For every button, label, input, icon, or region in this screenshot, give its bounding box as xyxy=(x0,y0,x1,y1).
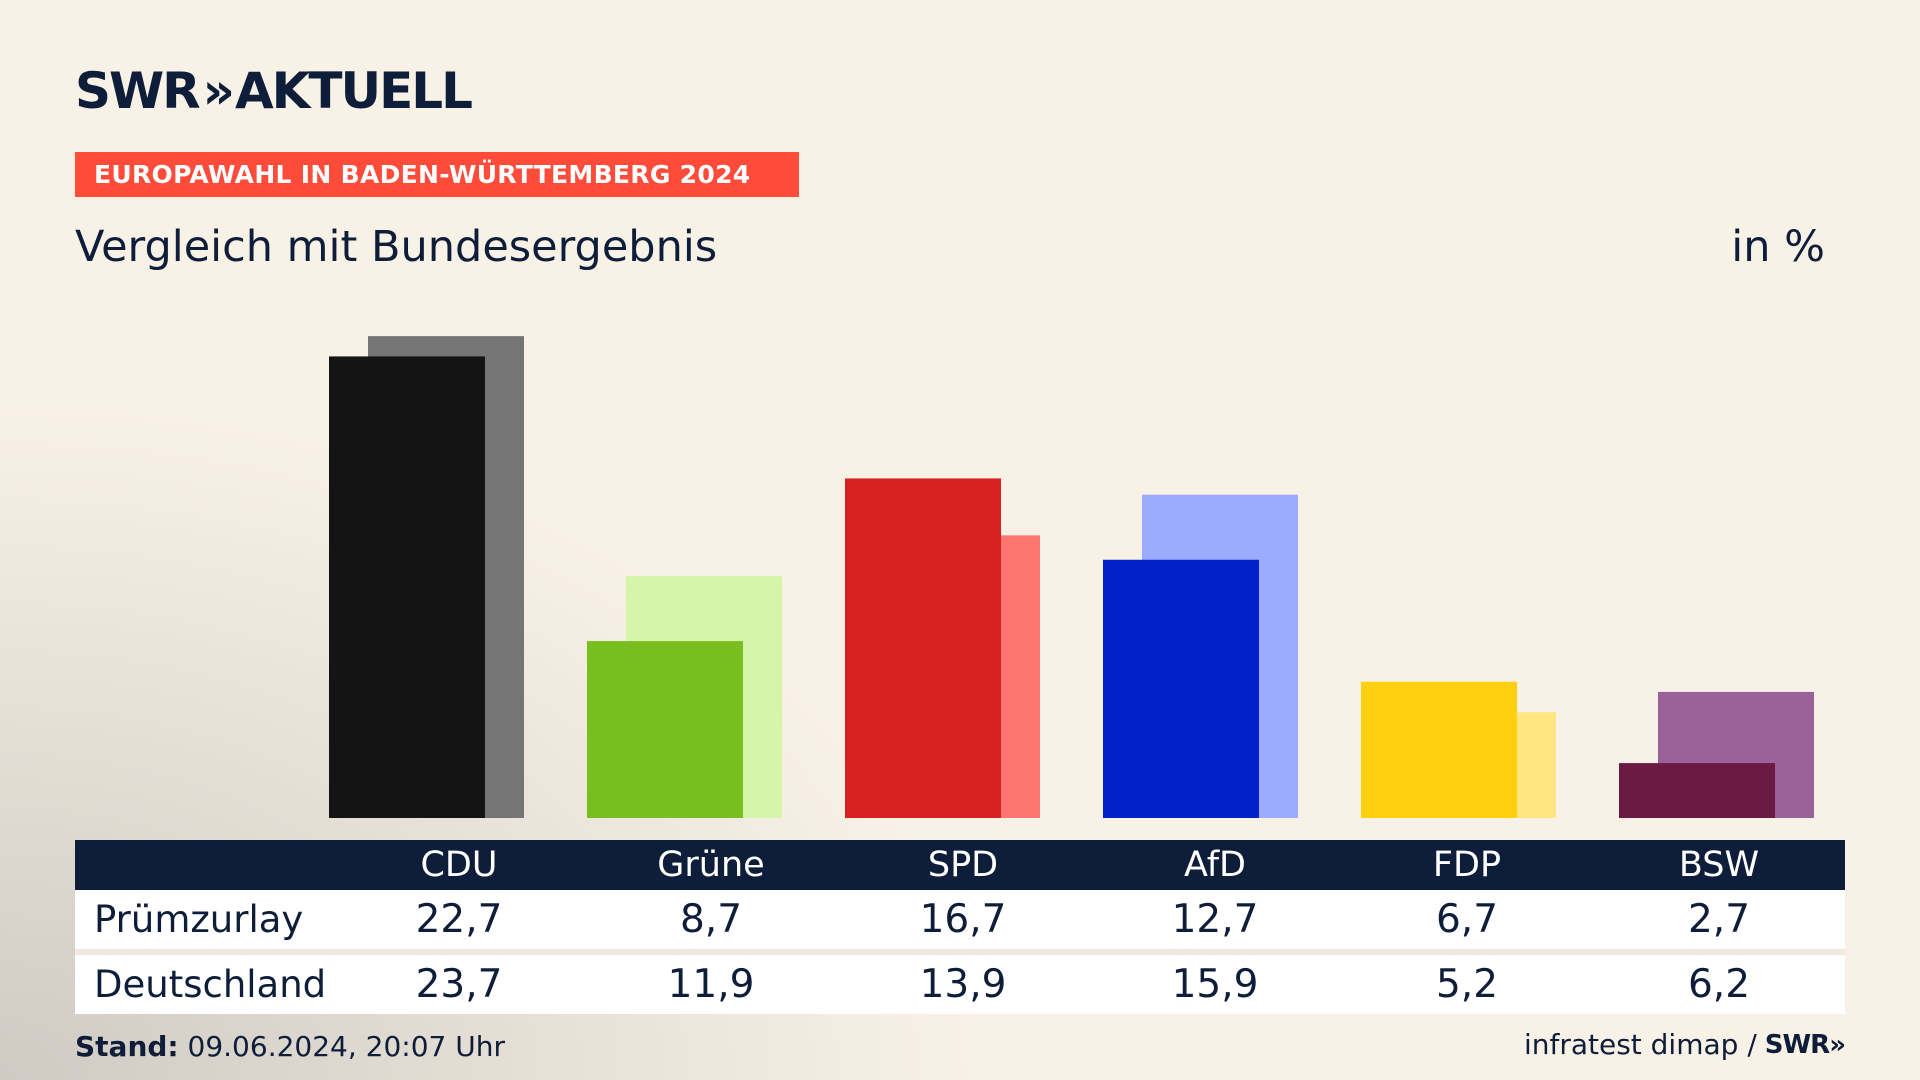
unit-label: in % xyxy=(1731,222,1825,272)
row-label-national: Deutschland xyxy=(75,949,333,1014)
data-label: 15,9 xyxy=(1089,949,1341,1014)
data-label: 13,9 xyxy=(837,949,1089,1014)
bar-regional-spd xyxy=(845,478,1001,818)
stand-label: Stand: xyxy=(75,1030,179,1063)
data-label: 22,7 xyxy=(333,890,585,949)
column-header-cdu: CDU xyxy=(333,840,585,890)
stand-value: 09.06.2024, 20:07 Uhr xyxy=(187,1030,505,1063)
column-header-fdp: FDP xyxy=(1341,840,1593,890)
logo-word: AKTUELL xyxy=(234,62,473,120)
data-label: 23,7 xyxy=(333,949,585,1014)
table-header-row: CDU Grüne SPD AfD FDP BSW xyxy=(75,840,1845,890)
column-header-grüne: Grüne xyxy=(585,840,837,890)
bar-chart xyxy=(329,336,1814,818)
header-corner xyxy=(75,840,333,890)
data-label: 16,7 xyxy=(837,890,1089,949)
data-label: 11,9 xyxy=(585,949,837,1014)
chart-subtitle: Vergleich mit Bundesergebnis xyxy=(75,222,718,272)
bar-regional-grüne xyxy=(587,641,743,818)
table-row: Deutschland 23,7 11,9 13,9 15,9 5,2 6,2 xyxy=(75,949,1845,1014)
column-header-afd: AfD xyxy=(1089,840,1341,890)
column-header-bsw: BSW xyxy=(1593,840,1845,890)
source-credit: infratest dimap / SWR» xyxy=(1523,1028,1846,1061)
data-label: 6,2 xyxy=(1593,949,1845,1014)
table-row: Prümzurlay 22,7 8,7 16,7 12,7 6,7 2,7 xyxy=(75,890,1845,949)
bar-regional-bsw xyxy=(1619,763,1775,818)
data-label: 8,7 xyxy=(585,890,837,949)
bar-regional-fdp xyxy=(1361,681,1517,818)
banner-text: EUROPAWAHL IN BADEN-WÜRTTEMBERG 2024 xyxy=(94,160,751,189)
bar-regional-cdu xyxy=(329,356,485,818)
swr-aktuell-logo: SWR » AKTUELL xyxy=(75,62,473,120)
timestamp: Stand: 09.06.2024, 20:07 Uhr xyxy=(75,1030,505,1063)
swr-mini-logo: SWR» xyxy=(1764,1029,1846,1060)
source-text: infratest dimap / xyxy=(1523,1028,1757,1061)
column-header-spd: SPD xyxy=(837,840,1089,890)
data-label: 5,2 xyxy=(1341,949,1593,1014)
data-label: 6,7 xyxy=(1341,890,1593,949)
title-banner: EUROPAWAHL IN BADEN-WÜRTTEMBERG 2024 xyxy=(75,152,799,197)
logo-brand: SWR xyxy=(75,62,201,120)
row-label-region: Prümzurlay xyxy=(75,890,333,949)
bar-regional-afd xyxy=(1103,559,1259,818)
results-table: CDU Grüne SPD AfD FDP BSW Prümzurlay 22,7 8,7 1… xyxy=(75,840,1845,1014)
data-label: 12,7 xyxy=(1089,890,1341,949)
data-label: 2,7 xyxy=(1593,890,1845,949)
